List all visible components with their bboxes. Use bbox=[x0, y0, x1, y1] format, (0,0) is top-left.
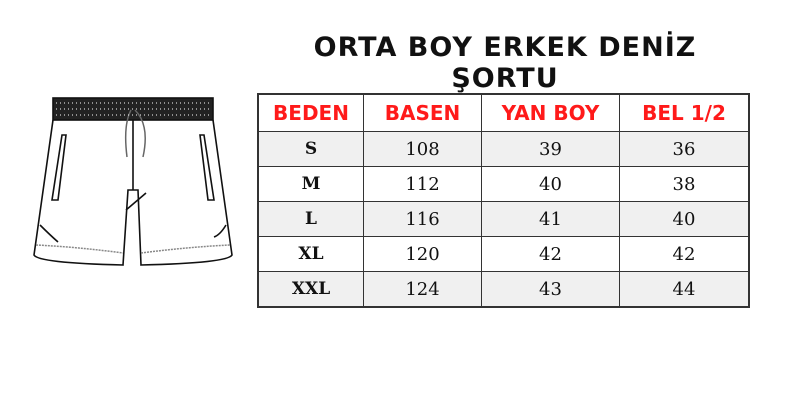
yan-boy-cell: 42 bbox=[481, 236, 620, 272]
table-row: XL 120 42 42 bbox=[257, 236, 750, 272]
table-row: M 112 40 38 bbox=[257, 166, 750, 202]
basen-cell: 116 bbox=[363, 201, 482, 237]
bel-cell: 42 bbox=[619, 236, 750, 272]
table-row: XXL 124 43 44 bbox=[257, 271, 750, 308]
size-cell: M bbox=[257, 166, 364, 202]
yan-boy-cell: 43 bbox=[481, 271, 620, 308]
basen-cell: 108 bbox=[363, 131, 482, 167]
yan-boy-cell: 40 bbox=[481, 166, 620, 202]
bel-cell: 40 bbox=[619, 201, 750, 237]
yan-boy-cell: 41 bbox=[481, 201, 620, 237]
header-bel: BEL 1/2 bbox=[619, 93, 750, 132]
size-cell: S bbox=[257, 131, 364, 167]
table-row: L 116 41 40 bbox=[257, 201, 750, 237]
basen-cell: 124 bbox=[363, 271, 482, 308]
header-yan-boy: YAN BOY bbox=[481, 93, 620, 132]
yan-boy-cell: 39 bbox=[481, 131, 620, 167]
table-header-row: BEDEN BASEN YAN BOY BEL 1/2 bbox=[257, 93, 750, 132]
basen-cell: 112 bbox=[363, 166, 482, 202]
size-cell: L bbox=[257, 201, 364, 237]
bel-cell: 38 bbox=[619, 166, 750, 202]
table-row: S 108 39 36 bbox=[257, 131, 750, 167]
basen-cell: 120 bbox=[363, 236, 482, 272]
header-beden: BEDEN bbox=[257, 93, 364, 132]
header-basen: BASEN bbox=[363, 93, 482, 132]
bel-cell: 36 bbox=[619, 131, 750, 167]
page-title: ORTA BOY ERKEK DENİZ ŞORTU bbox=[313, 32, 697, 94]
size-chart-table: BEDEN BASEN YAN BOY BEL 1/2 S 108 39 36 … bbox=[257, 93, 750, 308]
swim-shorts-illustration bbox=[33, 97, 233, 266]
size-cell: XXL bbox=[257, 271, 364, 308]
size-cell: XL bbox=[257, 236, 364, 272]
bel-cell: 44 bbox=[619, 271, 750, 308]
